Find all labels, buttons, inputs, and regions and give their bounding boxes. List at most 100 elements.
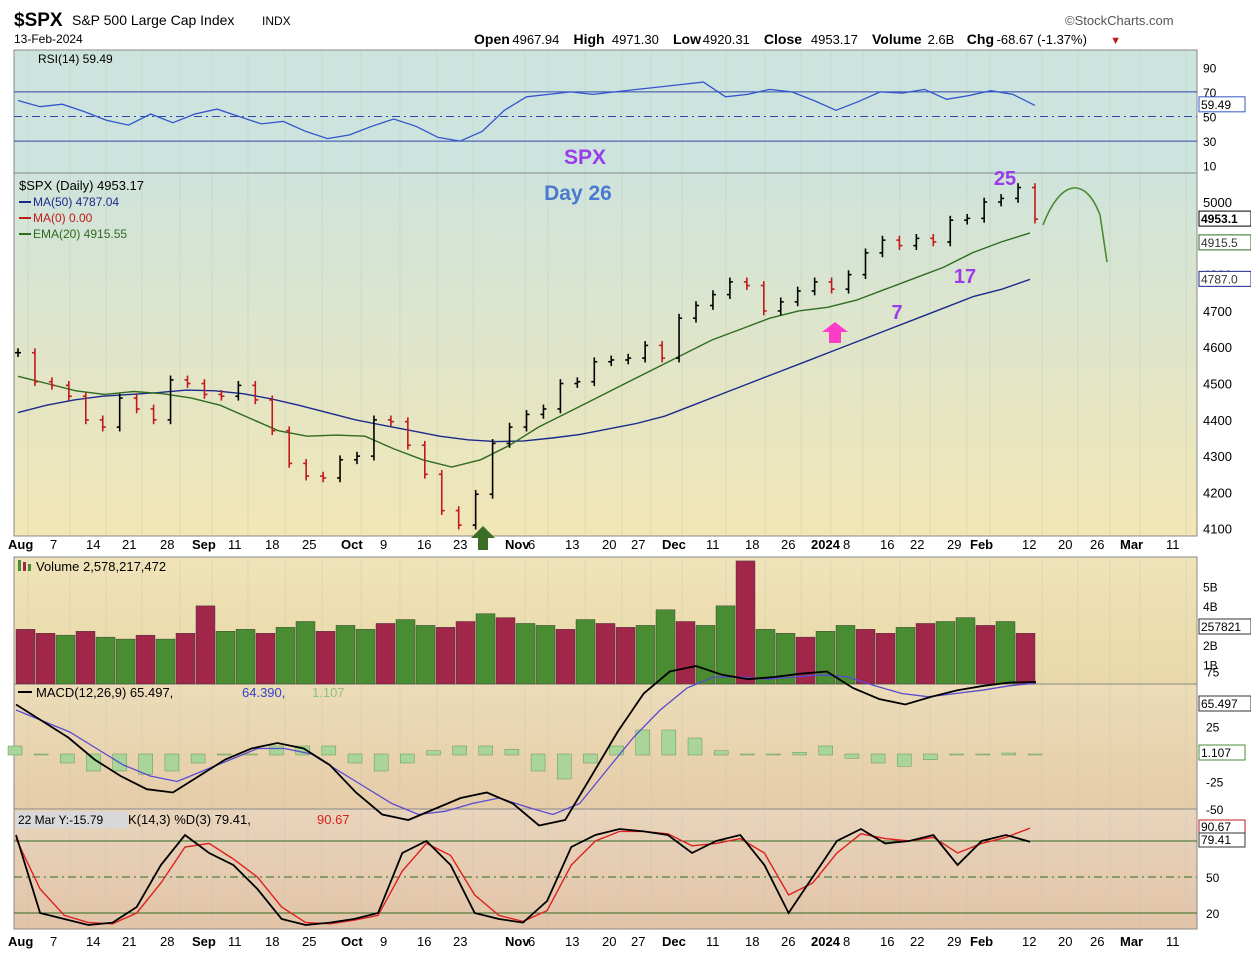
price-bar — [557, 379, 564, 414]
x-axis-tick-label: 6 — [528, 537, 535, 552]
x-axis-tick-label: 20 — [602, 934, 616, 949]
x-axis-tick-label: 26 — [1090, 537, 1104, 552]
macd-histogram-bar — [269, 745, 284, 756]
macd-histogram-bar — [1027, 753, 1043, 756]
volume-bar — [915, 623, 936, 685]
volume-bar — [995, 621, 1016, 685]
x-axis-tick-label: 11 — [706, 537, 720, 552]
x-axis-tick-label: 27 — [631, 934, 645, 949]
x-axis-tick-label: 28 — [160, 537, 174, 552]
volume-bar — [135, 634, 156, 685]
x-axis-tick-label: 9 — [380, 537, 387, 552]
price-bar — [354, 451, 360, 465]
volume-bar — [835, 625, 856, 685]
volume-bar — [355, 629, 376, 685]
volume-bar — [95, 636, 116, 685]
volume-bar — [1015, 633, 1036, 685]
price-bar — [404, 417, 411, 450]
price-bar — [337, 455, 344, 483]
x-axis-tick-label: 2024 — [811, 934, 841, 949]
macd-histogram-bar — [164, 753, 180, 772]
annotation-count-25: 25 — [994, 168, 1016, 190]
volume-bar — [475, 613, 496, 685]
rsi-tick: 90 — [1203, 61, 1217, 75]
price-bar — [659, 341, 666, 363]
macd-histogram-bar — [557, 753, 572, 780]
price-bar — [642, 341, 649, 363]
ohlc-value: 4971.30 — [612, 32, 659, 47]
price-bar — [574, 377, 581, 388]
x-axis-tick-label: 6 — [528, 934, 535, 949]
x-axis-tick-label: 11 — [1166, 537, 1180, 552]
price-bar — [896, 235, 903, 250]
macd-histogram-bar — [426, 750, 441, 756]
volume-bar — [175, 633, 196, 685]
exchange: INDX — [262, 14, 291, 28]
volume-bar — [875, 633, 896, 685]
x-axis-tick-label: 21 — [122, 537, 136, 552]
rsi-tick: 10 — [1203, 160, 1217, 174]
macd-histogram-bar — [740, 753, 755, 756]
price-value-label: 4787.0 — [1201, 272, 1238, 286]
price-bar — [438, 469, 445, 515]
price-bar — [608, 355, 615, 367]
volume-bar — [855, 629, 876, 685]
price-bar — [676, 313, 683, 363]
macd-histogram-bar — [792, 752, 807, 756]
macd-histogram-bar — [949, 753, 964, 756]
index-name: S&P 500 Large Cap Index — [72, 12, 234, 28]
volume-bar — [695, 625, 716, 685]
x-axis-tick-label: 16 — [880, 537, 894, 552]
x-axis-tick-label: 26 — [781, 934, 795, 949]
macd-histogram-bar — [635, 729, 650, 756]
ohlc-label: Volume — [872, 31, 922, 47]
price-bar — [167, 375, 174, 425]
volume-bar — [955, 617, 976, 685]
x-axis-tick-label: Sep — [192, 537, 216, 552]
ohlc-label: Low — [673, 31, 701, 47]
rsi-tick: 30 — [1203, 135, 1217, 149]
volume-tick: 5B — [1203, 580, 1218, 594]
price-bar — [269, 395, 276, 436]
stoch-tick: 20 — [1206, 907, 1220, 921]
macd-histogram-bar — [7, 745, 23, 756]
annotation-count-7: 7 — [891, 302, 902, 324]
x-axis-tick-label: 20 — [602, 537, 616, 552]
macd-tick: 75 — [1206, 666, 1220, 680]
x-axis-tick-label: 22 — [910, 934, 924, 949]
crosshair-readout-box — [16, 812, 128, 828]
x-axis-tick-label: 18 — [265, 537, 279, 552]
price-legend-item: $SPX (Daily) 4953.17 — [19, 178, 144, 193]
x-axis-tick-label: 8 — [843, 537, 850, 552]
price-bar — [811, 277, 818, 296]
x-axis-tick-label: 26 — [781, 537, 795, 552]
volume-bar — [895, 627, 916, 685]
macd-histogram-bar — [766, 753, 781, 756]
price-bar — [472, 489, 479, 530]
volume-bar — [515, 623, 536, 685]
x-axis-tick-label: 14 — [86, 537, 100, 552]
rsi-line — [17, 81, 1036, 142]
x-axis-tick-label: 20 — [1058, 934, 1072, 949]
x-axis-tick-label: 8 — [843, 934, 850, 949]
price-bar — [82, 391, 89, 425]
ma50-line — [17, 278, 1031, 443]
macd-panel — [13, 683, 1198, 810]
macd-signal-value: 64.390, — [242, 685, 285, 700]
price-bar — [523, 410, 530, 432]
x-axis-tick-label: 11 — [706, 934, 720, 949]
price-bar — [320, 471, 327, 483]
macd-histogram-bar — [975, 753, 990, 756]
price-bar — [760, 281, 767, 316]
ohlc-row: Open 4967.94 High 4971.30 Low 4920.31 Close 495… — [474, 31, 1121, 47]
price-bar — [930, 233, 937, 247]
x-axis-tick-label: 7 — [50, 537, 57, 552]
price-bar — [777, 297, 784, 316]
x-axis-tick-label: Feb — [970, 537, 993, 552]
x-axis-tick-label: Feb — [970, 934, 993, 949]
stoch-d-value: 90.67 — [317, 812, 350, 827]
x-axis-tick-label: 29 — [947, 537, 961, 552]
price-bar — [150, 404, 157, 425]
